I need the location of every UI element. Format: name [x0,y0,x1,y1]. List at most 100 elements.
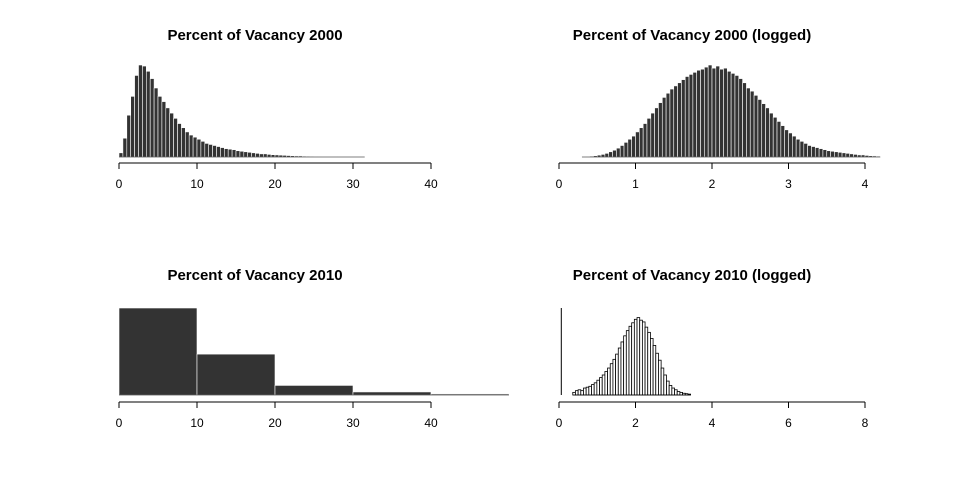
histogram-bar [704,66,709,158]
histogram-bar [192,136,198,158]
histogram-bar [585,386,590,396]
histogram-bar [274,385,354,396]
histogram-bar [661,97,667,158]
histogram-bar [577,389,582,396]
histogram-bar [212,145,217,158]
bars-group [560,308,691,396]
histogram-bar [641,321,646,396]
x-tick-label: 30 [346,177,360,191]
histogram-bar [270,154,276,158]
x-tick-label: 4 [709,416,716,430]
histogram-bar [652,345,657,396]
histogram-bar [604,153,610,158]
histogram-bar [834,151,839,158]
histogram-bar [700,68,705,158]
x-tick-label: 0 [556,416,563,430]
histogram-bar [231,149,237,158]
x-axis: 0 1 2 3 4 [556,162,869,191]
histogram-bar [118,307,198,396]
histogram-panel-vacancy-2010-logged: Percent of Vacancy 2010 (logged) 0 2 4 6 8 [556,267,869,430]
histogram-bar [601,374,606,396]
histogram-bar [676,391,681,396]
histogram-bar [619,145,625,158]
histogram-bar [616,147,621,158]
histogram-bar [644,326,649,396]
x-tick-label: 20 [268,416,282,430]
histogram-bar [639,319,643,396]
histogram-bar [719,68,724,158]
histogram-bar [196,138,202,158]
x-tick-label: 0 [116,177,123,191]
histogram-bar [646,118,652,158]
histogram-bar [204,143,210,158]
histogram-bar [723,67,728,158]
histogram-bar [663,374,667,396]
histogram-bar [841,152,847,158]
histogram-bar [177,123,182,158]
x-tick-label: 8 [862,416,869,430]
histogram-bar [811,146,816,158]
histogram-bar [266,154,272,158]
histogram-bar [580,390,584,396]
histogram-bar [251,152,256,158]
histogram-bar [599,377,603,396]
histogram-bar [134,75,139,158]
histogram-bar [730,73,736,158]
x-tick-label: 0 [116,416,123,430]
histogram-bar [122,137,128,158]
histogram-bar [600,154,606,158]
histogram-bar [679,391,683,396]
histogram-bar [757,99,763,158]
x-tick-label: 1 [632,177,639,191]
x-axis: 0 10 20 30 40 [116,162,438,191]
histogram-bar [623,335,627,396]
histogram-bar [130,96,135,158]
histogram-bar [658,359,662,396]
histogram-bar [711,67,717,158]
histogram-bar [628,325,633,396]
histogram-panel-vacancy-2000-logged: Percent of Vacancy 2000 (logged) 0 1 2 3 4 [556,27,881,191]
histogram-bar [146,70,151,158]
histogram-bar [860,154,866,158]
histogram-bar [216,146,221,158]
histogram-bar [118,152,124,158]
x-axis: 0 2 4 6 8 [556,401,869,430]
histogram-bar [153,87,159,158]
x-tick-label: 4 [862,177,869,191]
histogram-bar [583,387,587,396]
histogram-bar [575,390,579,396]
x-tick-label: 10 [190,416,204,430]
histogram-bar [642,123,648,158]
histogram-bar [208,144,213,158]
histogram-bar [200,141,206,158]
histogram-panel-vacancy-2000: Percent of Vacancy 2000 0 10 20 30 40 [116,27,438,191]
histogram-bar [126,114,132,158]
histogram-bar [673,85,678,158]
histogram-bar [627,138,632,158]
histogram-bar [612,149,617,158]
histogram-bar [617,347,622,396]
histogram-bar [572,391,576,396]
histogram-bar [620,341,625,396]
histogram-bar [830,150,835,158]
histogram-bar [658,102,663,158]
histogram-bar [677,82,682,158]
histogram-bar [604,371,608,396]
x-axis: 0 10 20 30 40 [116,401,438,430]
histogram-bar [593,382,598,396]
histogram-bar [660,367,665,396]
histogram-bar [220,147,225,158]
x-tick-label: 40 [424,177,438,191]
histogram-bar [792,135,797,158]
histogram-bar [799,141,805,158]
histogram-bar [780,125,785,158]
histogram-bar [707,64,713,158]
histogram-bar [749,90,755,158]
histogram-bar [639,127,644,158]
x-tick-label: 20 [268,177,282,191]
histogram-bar [165,107,171,158]
chart-title: Percent of Vacancy 2010 [167,267,342,284]
histogram-bar [726,70,732,158]
histogram-bar [753,95,759,158]
